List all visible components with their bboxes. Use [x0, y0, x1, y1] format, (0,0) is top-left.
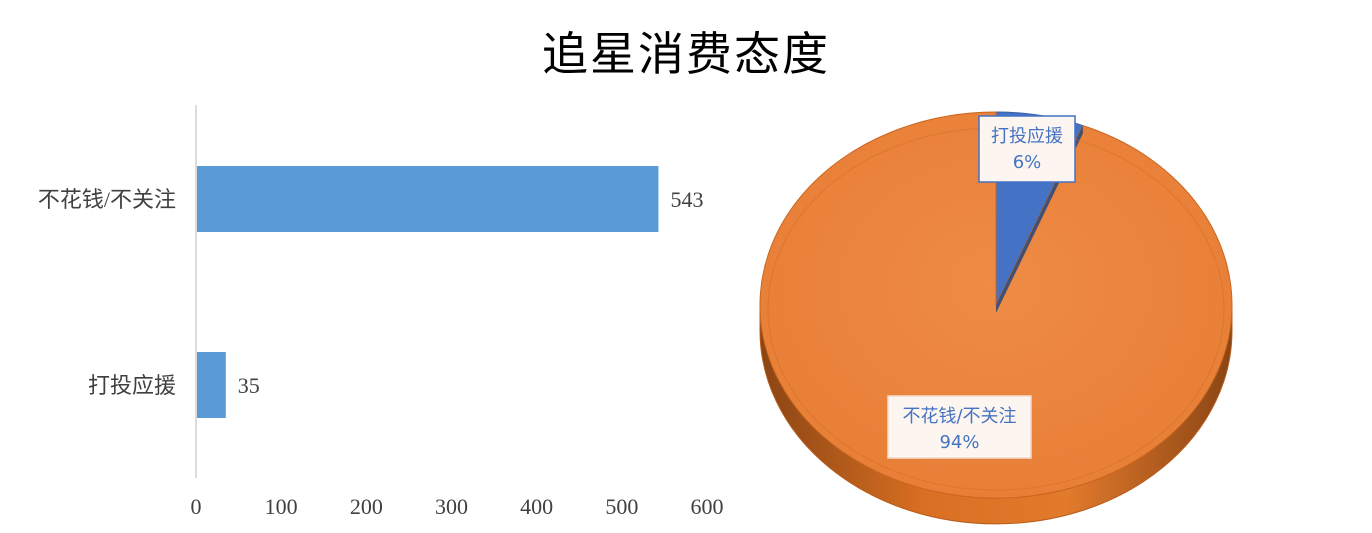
bar — [197, 352, 226, 418]
category-label: 打投应援 — [88, 373, 176, 398]
pie-label-box — [978, 115, 1076, 183]
data-label: 543 — [670, 187, 703, 212]
pie-percent-label: 6% — [1013, 152, 1042, 173]
data-label: 35 — [238, 373, 260, 398]
pie-category-label: 打投应援 — [991, 126, 1063, 147]
x-tick-label: 300 — [435, 494, 468, 519]
chart-title: 追星消费态度 — [542, 29, 830, 80]
bar-chart: 不花钱/不关注 543 打投应援 35 0 100 200 300 400 500 600 — [38, 105, 724, 519]
x-tick-label: 600 — [691, 494, 724, 519]
pie-percent-label: 94% — [939, 432, 979, 453]
category-label: 不花钱/不关注 — [38, 187, 176, 212]
x-tick-label: 0 — [191, 494, 202, 519]
pie-category-label: 不花钱/不关注 — [902, 406, 1016, 427]
pie-label-box — [887, 395, 1032, 459]
x-tick-label: 200 — [350, 494, 383, 519]
x-tick-label: 100 — [265, 494, 298, 519]
x-tick-label: 500 — [605, 494, 638, 519]
x-tick-label: 400 — [520, 494, 553, 519]
bar — [197, 166, 659, 232]
